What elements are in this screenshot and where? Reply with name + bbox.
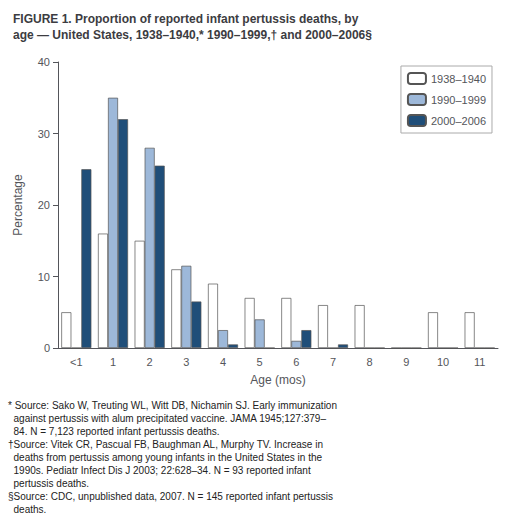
- svg-text:1938–1940: 1938–1940: [431, 73, 486, 85]
- svg-text:10: 10: [437, 356, 449, 368]
- svg-text:4: 4: [220, 356, 226, 368]
- svg-text:1990s. Pediatr Infect Dis J 20: 1990s. Pediatr Infect Dis J 2003; 22:628…: [8, 465, 311, 476]
- svg-text:<1: <1: [70, 356, 83, 368]
- svg-text:7: 7: [330, 356, 336, 368]
- svg-text:deaths from pertussis among yo: deaths from pertussis among young infant…: [8, 452, 323, 463]
- svg-text:8: 8: [367, 356, 373, 368]
- svg-text:2: 2: [147, 356, 153, 368]
- svg-text:deaths.: deaths.: [8, 504, 46, 515]
- svg-text:5: 5: [257, 356, 263, 368]
- svg-text:0: 0: [44, 342, 50, 354]
- svg-text:20: 20: [38, 199, 50, 211]
- svg-text:9: 9: [403, 356, 409, 368]
- svg-text:* Source: Sako W, Treuting WL,: * Source: Sako W, Treuting WL, Witt DB, …: [8, 400, 337, 411]
- svg-text:84. N = 7,123 reported infant: 84. N = 7,123 reported infant pertussis …: [8, 426, 220, 437]
- svg-text:FIGURE 1. Proportion of report: FIGURE 1. Proportion of reported infant …: [13, 12, 359, 26]
- svg-text:3: 3: [183, 356, 189, 368]
- svg-text:40: 40: [38, 56, 50, 68]
- svg-text:pertussis deaths.: pertussis deaths.: [8, 478, 89, 489]
- svg-text:2000–2006: 2000–2006: [431, 115, 486, 127]
- svg-text:30: 30: [38, 128, 50, 140]
- svg-text:Age (mos): Age (mos): [250, 373, 305, 387]
- svg-text:†Source: Vitek CR, Pascual FB,: †Source: Vitek CR, Pascual FB, Baughman …: [8, 439, 323, 450]
- svg-text:against pertussis with alum pr: against pertussis with alum precipitated…: [8, 413, 326, 424]
- svg-text:§Source: CDC, unpublished data: §Source: CDC, unpublished data, 2007. N …: [8, 491, 333, 502]
- svg-text:age — United States, 1938–1940: age — United States, 1938–1940,* 1990–19…: [13, 28, 372, 42]
- svg-text:1990–1999: 1990–1999: [431, 94, 486, 106]
- svg-text:6: 6: [293, 356, 299, 368]
- svg-text:1: 1: [110, 356, 116, 368]
- svg-text:11: 11: [474, 356, 485, 368]
- svg-text:Percentage: Percentage: [11, 174, 25, 236]
- svg-text:10: 10: [38, 271, 50, 283]
